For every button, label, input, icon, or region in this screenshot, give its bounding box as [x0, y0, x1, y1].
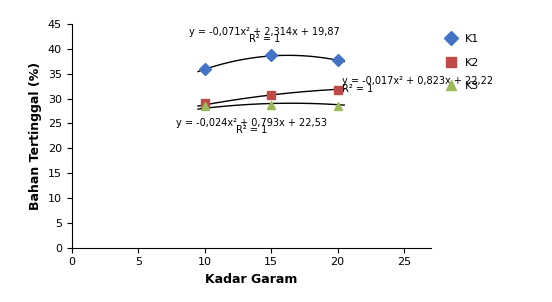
Text: y = -0,024x² + 0,793x + 22,53: y = -0,024x² + 0,793x + 22,53 — [176, 117, 327, 127]
Y-axis label: Bahan Tertinggal (%): Bahan Tertinggal (%) — [29, 62, 43, 210]
Text: R² = 1: R² = 1 — [342, 84, 373, 94]
Text: R² = 1: R² = 1 — [249, 34, 280, 44]
Text: R² = 1: R² = 1 — [236, 125, 267, 135]
Legend: K1, K2, K3: K1, K2, K3 — [440, 34, 480, 91]
X-axis label: Kadar Garam: Kadar Garam — [205, 273, 298, 286]
Text: y = -0,071x² + 2,314x + 19,87: y = -0,071x² + 2,314x + 19,87 — [189, 27, 340, 37]
Text: y = -0,017x² + 0,823x + 22,22: y = -0,017x² + 0,823x + 22,22 — [342, 76, 492, 86]
